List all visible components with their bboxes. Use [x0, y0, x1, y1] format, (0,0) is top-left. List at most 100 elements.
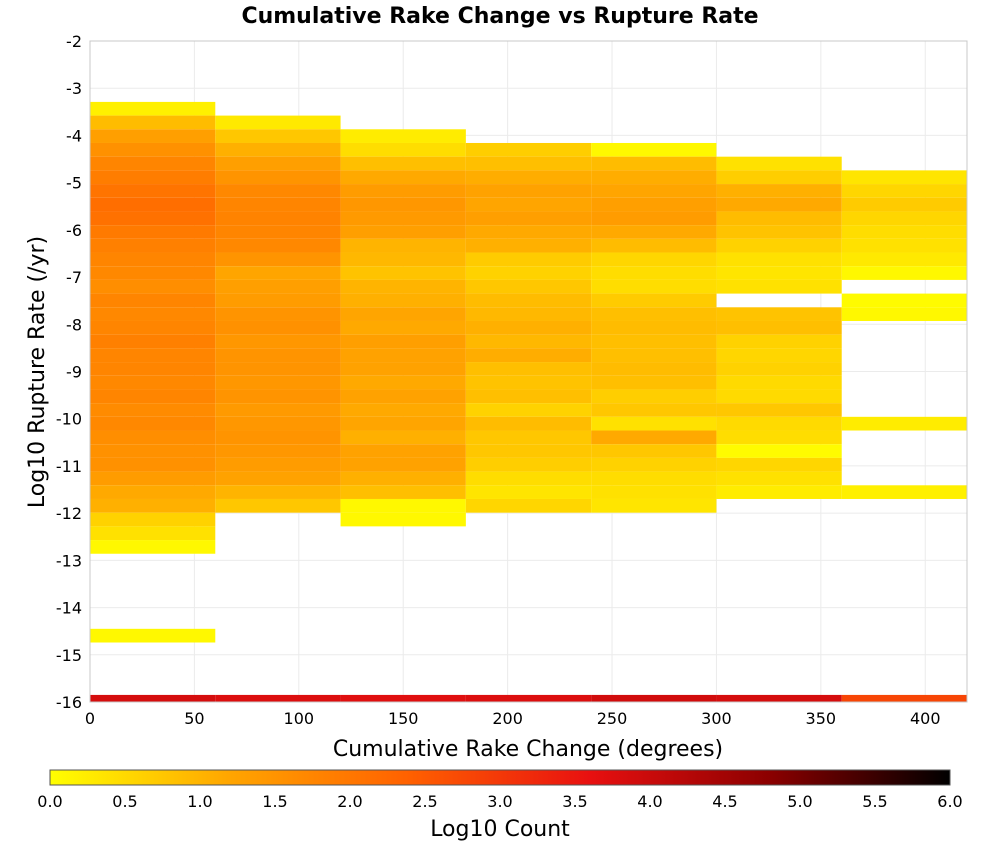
colorbar-tick-label: 2.5 — [412, 792, 437, 811]
x-tick-label: 250 — [597, 709, 628, 728]
heatmap-cell — [716, 416, 842, 431]
heatmap-cell — [215, 266, 341, 280]
heatmap-cell — [90, 375, 216, 390]
heatmap-cell — [841, 225, 967, 239]
heatmap-cell — [591, 238, 717, 253]
x-tick-labels: 0 50 100 150 200 250 300 350 400 — [85, 709, 941, 728]
heatmap-cell — [340, 170, 466, 185]
colorbar — [49, 769, 951, 786]
y-tick-label: -16 — [56, 693, 82, 712]
heatmap-cell — [340, 512, 466, 527]
heatmap-cell — [340, 197, 466, 212]
heatmap-cell — [340, 694, 466, 702]
heatmap-cell — [716, 320, 842, 335]
heatmap-cell — [90, 279, 216, 294]
x-tick-label: 300 — [701, 709, 732, 728]
heatmap-cell — [716, 197, 842, 212]
heatmap-cell — [90, 266, 216, 280]
heatmap-cell — [591, 279, 717, 294]
heatmap-cell — [340, 320, 466, 335]
heatmap-cell — [841, 184, 967, 198]
heatmap-cell — [215, 498, 341, 513]
y-tick-label: -3 — [66, 79, 82, 98]
heatmap-cell — [90, 526, 216, 541]
heatmap-cell — [591, 375, 717, 390]
heatmap-cell — [340, 389, 466, 404]
heatmap-cell — [90, 348, 216, 363]
x-tick-label: 400 — [910, 709, 941, 728]
heatmap-cell — [340, 307, 466, 321]
heatmap-cell — [591, 156, 717, 171]
heatmap-cell — [215, 485, 341, 499]
heatmap-cell — [340, 156, 466, 171]
y-tick-label: -9 — [66, 363, 82, 382]
heatmap-cell — [465, 362, 592, 376]
heatmap-cell — [90, 540, 216, 554]
heatmap-cell — [90, 170, 216, 185]
heatmap-cell — [215, 320, 341, 335]
heatmap-cell — [215, 457, 341, 472]
heatmap-cell — [215, 142, 341, 157]
heatmap-cell — [340, 348, 466, 363]
heatmap-cell — [716, 430, 842, 445]
heatmap-cell — [340, 444, 466, 458]
colorbar-label: Log10 Count — [430, 817, 570, 842]
heatmap-cell — [841, 238, 967, 253]
heatmap-cell — [340, 362, 466, 376]
heatmap-cell — [215, 362, 341, 376]
heatmap-cell — [90, 197, 216, 212]
heatmap-cell — [841, 266, 967, 280]
heatmap-cell — [716, 444, 842, 458]
colorbar-tick-label: 5.5 — [862, 792, 887, 811]
heatmap-cell — [591, 211, 717, 226]
heatmap-cell — [716, 238, 842, 253]
heatmap-cell — [340, 498, 466, 513]
heatmap-cell — [716, 471, 842, 486]
heatmap-cell — [591, 389, 717, 404]
heatmap-cell — [90, 485, 216, 499]
heatmap-cell — [90, 498, 216, 513]
colorbar-tick-label: 4.0 — [637, 792, 662, 811]
heatmap-cell — [716, 694, 842, 702]
y-tick-label: -6 — [66, 221, 82, 240]
y-tick-label: -8 — [66, 315, 82, 334]
x-tick-label: 0 — [85, 709, 95, 728]
colorbar-tick-label: 3.5 — [562, 792, 587, 811]
heatmap-cell — [716, 225, 842, 239]
y-tick-label: -15 — [56, 646, 82, 665]
heatmap-cell — [465, 225, 592, 239]
y-tick-label: -12 — [56, 504, 82, 523]
heatmap-cell — [90, 238, 216, 253]
heatmap-cell — [465, 430, 592, 445]
heatmap-cell — [841, 252, 967, 267]
heatmap-cell — [465, 471, 592, 486]
heatmap-cell — [90, 628, 216, 643]
heatmap-cell — [591, 197, 717, 212]
heatmap-cell — [716, 156, 842, 171]
heatmap-cell — [215, 307, 341, 321]
heatmap-cell — [340, 430, 466, 445]
heatmap-cell — [465, 252, 592, 267]
heatmap-cell — [215, 197, 341, 212]
heatmap-cell — [591, 471, 717, 486]
x-tick-label: 150 — [388, 709, 419, 728]
heatmap-cell — [591, 252, 717, 267]
heatmap-cell — [841, 694, 967, 702]
heatmap-cell — [215, 471, 341, 486]
heatmap-cell — [465, 444, 592, 458]
heatmap-cell — [465, 142, 592, 157]
heatmap-cell — [215, 430, 341, 445]
heatmap-cell — [215, 403, 341, 417]
heatmap-cell — [340, 211, 466, 226]
x-axis-label: Cumulative Rake Change (degrees) — [333, 737, 723, 762]
heatmap-cell — [716, 403, 842, 417]
heatmap-cell — [591, 362, 717, 376]
heatmap-cell — [465, 416, 592, 431]
heatmap-cell — [90, 444, 216, 458]
heatmap-cell — [841, 293, 967, 308]
plot-border — [89, 40, 968, 703]
heatmap-cell — [465, 375, 592, 390]
heatmap-cell — [340, 375, 466, 390]
heatmap-cell — [215, 184, 341, 198]
